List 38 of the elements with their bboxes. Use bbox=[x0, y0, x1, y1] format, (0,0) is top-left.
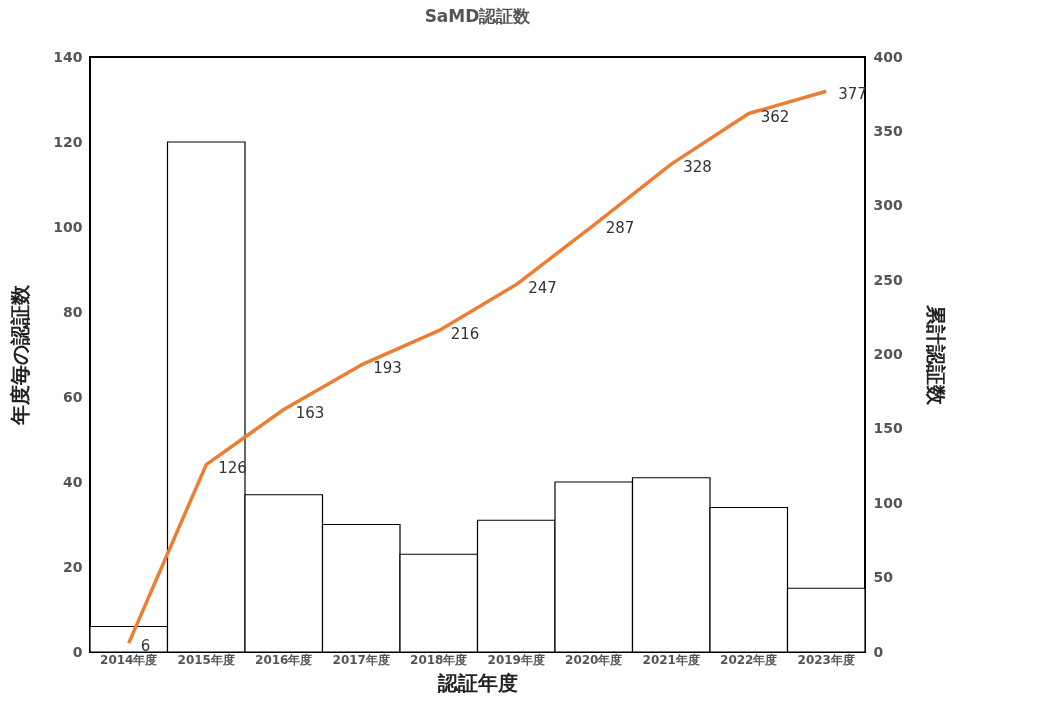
x-tick-label: 2018年度 bbox=[410, 652, 468, 667]
y-tick-label: 120 bbox=[53, 133, 83, 150]
data-label: 328 bbox=[683, 158, 712, 177]
x-tick-label: 2016年度 bbox=[255, 652, 313, 667]
y-tick-label: 80 bbox=[63, 303, 83, 320]
y2-tick-label: 250 bbox=[873, 271, 903, 288]
x-tick-label: 2023年度 bbox=[797, 652, 855, 667]
x-tick-label: 2015年度 bbox=[177, 652, 235, 667]
x-axis-title: 認証年度 bbox=[437, 670, 518, 695]
data-label: 247 bbox=[528, 278, 557, 297]
x-tick-label: 2020年度 bbox=[565, 652, 623, 667]
y-tick-label: 40 bbox=[63, 473, 83, 490]
x-tick-label: 2017年度 bbox=[332, 652, 390, 667]
data-label: 216 bbox=[450, 324, 480, 343]
y2-tick-label: 350 bbox=[873, 122, 903, 139]
y-axis-title: 年度毎の認証数 bbox=[8, 284, 33, 426]
y-tick-label: 100 bbox=[53, 218, 83, 235]
y2-tick-label: 100 bbox=[873, 494, 903, 511]
x-tick-label: 2014年度 bbox=[100, 652, 158, 667]
data-label: 163 bbox=[295, 403, 325, 422]
y-tick-label: 0 bbox=[72, 643, 83, 660]
y-tick-label: 20 bbox=[63, 558, 83, 575]
y2-tick-label: 300 bbox=[873, 197, 903, 214]
chart-title: SaMD認証数 bbox=[424, 6, 532, 26]
y2-tick-label: 400 bbox=[873, 48, 903, 65]
x-tick-label: 2019年度 bbox=[487, 652, 545, 667]
x-tick-label: 2021年度 bbox=[642, 652, 700, 667]
y2-axis-title: 累計認証数 bbox=[923, 304, 948, 406]
y2-tick-label: 50 bbox=[873, 569, 894, 586]
data-label: 287 bbox=[605, 219, 635, 238]
y2-tick-label: 200 bbox=[873, 346, 903, 362]
y2-tick-label: 0 bbox=[873, 643, 884, 660]
data-label: 362 bbox=[760, 107, 790, 126]
x-tick-label: 2022年度 bbox=[720, 652, 778, 667]
y-tick-label: 140 bbox=[53, 48, 83, 65]
y-tick-label: 60 bbox=[63, 388, 83, 405]
y2-tick-label: 150 bbox=[873, 420, 903, 437]
data-label: 193 bbox=[373, 358, 402, 377]
